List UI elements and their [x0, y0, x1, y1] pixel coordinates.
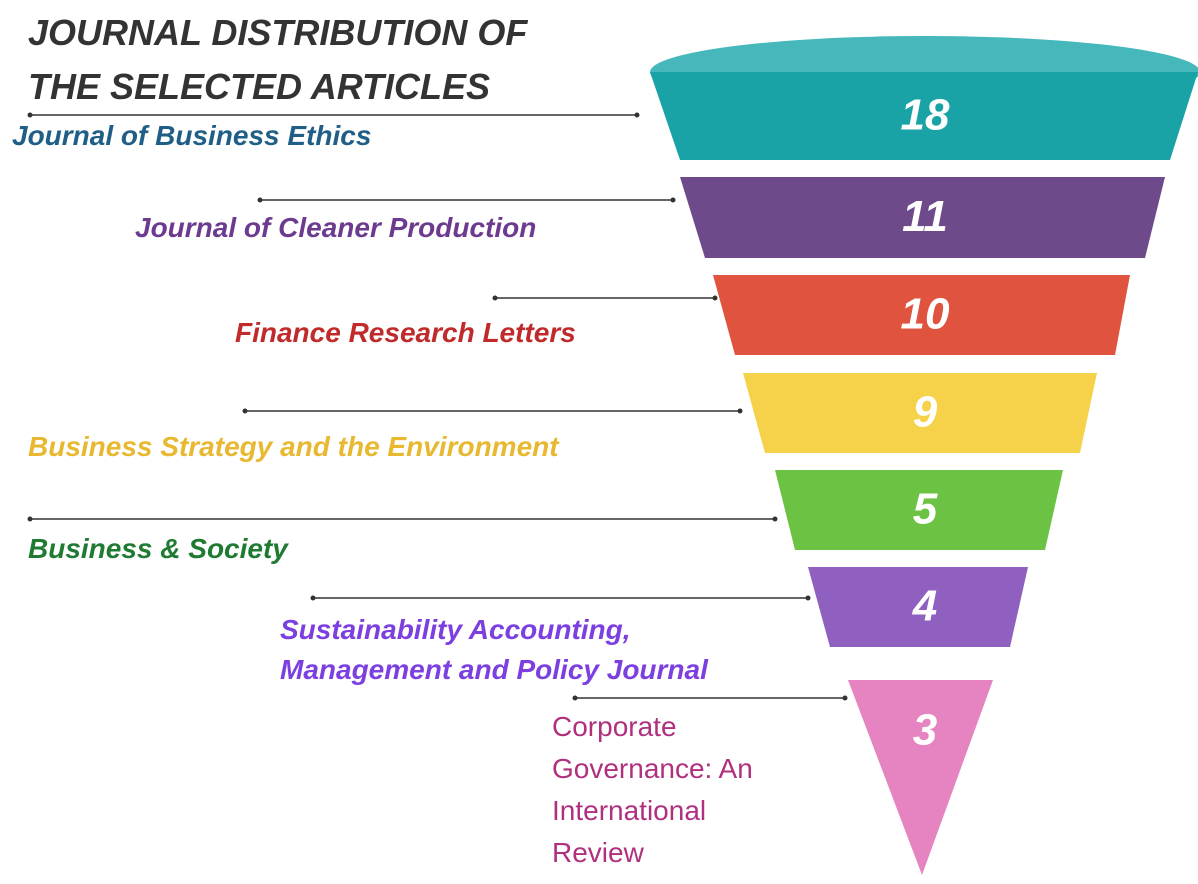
category-label: Corporate Governance: An International R… [552, 711, 753, 868]
leader-dot [492, 295, 498, 301]
leader-dot [772, 516, 778, 522]
value-label: 18 [901, 91, 950, 140]
chart-title: JOURNAL DISTRIBUTION OF THE SELECTED ART… [28, 12, 528, 107]
leader-dot [842, 695, 848, 701]
leader-dot [27, 516, 33, 522]
category-label: Business Strategy and the Environment [28, 431, 559, 462]
category-label: Journal of Cleaner Production [135, 212, 537, 243]
value-label: 3 [913, 706, 937, 755]
value-label: 4 [912, 582, 937, 631]
funnel-segment [775, 470, 1063, 550]
leader-dot [737, 408, 743, 414]
category-label: Finance Research Letters [235, 317, 576, 348]
value-label: 5 [913, 485, 938, 534]
leader-dot [634, 112, 640, 118]
leader-dot [27, 112, 33, 118]
funnel-segment [650, 72, 1198, 160]
funnel-segment [743, 373, 1097, 453]
leader-dot [242, 408, 248, 414]
funnel-segment [680, 177, 1165, 258]
leader-dot [572, 695, 578, 701]
category-label: Journal of Business Ethics [12, 120, 372, 151]
leader-dot [670, 197, 676, 203]
leader-dot [805, 595, 811, 601]
category-label: Business & Society [28, 533, 288, 564]
value-label: 9 [913, 388, 938, 437]
funnel-segment [713, 275, 1130, 355]
value-label: 10 [901, 290, 950, 339]
leader-dot [257, 197, 263, 203]
funnel-segment [808, 567, 1028, 647]
category-label: Sustainability Accounting, Management an… [280, 614, 708, 685]
funnel-segment [848, 680, 993, 875]
leader-dot [712, 295, 718, 301]
value-label: 11 [902, 192, 948, 241]
leader-dot [310, 595, 316, 601]
